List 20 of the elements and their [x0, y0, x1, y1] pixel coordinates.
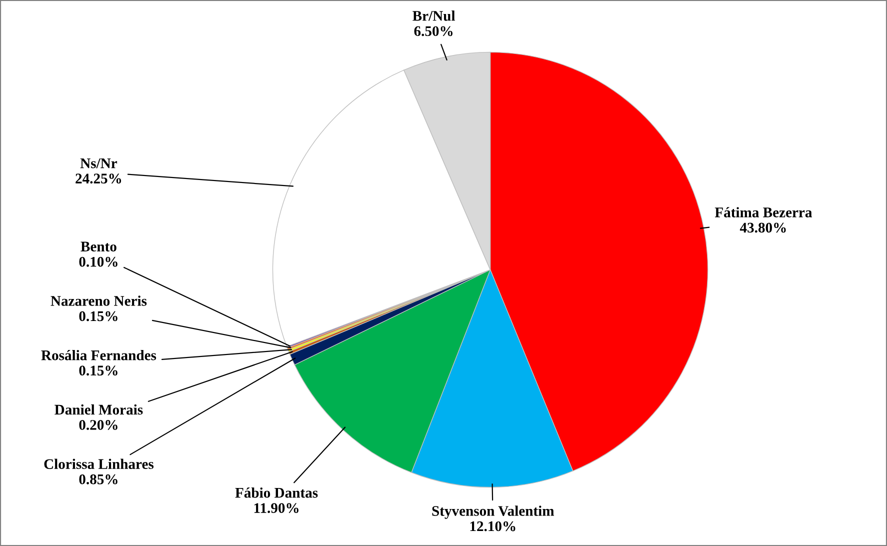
- data-label: 0.10%: [79, 256, 118, 267]
- slice-label: Fábio Dantas: [235, 487, 318, 498]
- slice-label: Daniel Morais: [54, 404, 143, 415]
- data-label: 43.80%: [740, 222, 786, 233]
- slice-label: Ns/Nr: [80, 158, 118, 168]
- data-label: 0.15%: [79, 311, 118, 322]
- slice-label: Rosália Fernandes: [41, 350, 156, 360]
- data-label: 11.90%: [254, 503, 298, 514]
- slice-label: Br/Nul: [412, 10, 456, 21]
- data-label: 6.50%: [414, 26, 452, 36]
- slice-label: Styvenson Valentim: [432, 506, 554, 519]
- data-label: 0.15%: [79, 366, 118, 376]
- data-label: 24.25%: [76, 174, 122, 184]
- data-label: 0.85%: [79, 474, 118, 484]
- slice-label: Bento: [80, 242, 116, 252]
- slice-label: Clorissa Linhares: [44, 458, 154, 469]
- slice-label: Fátima Bezerra: [714, 207, 812, 218]
- data-label: 12.10%: [470, 521, 516, 532]
- data-label: 0.20%: [79, 420, 118, 430]
- slice-label: Nazareno Neris: [50, 296, 147, 306]
